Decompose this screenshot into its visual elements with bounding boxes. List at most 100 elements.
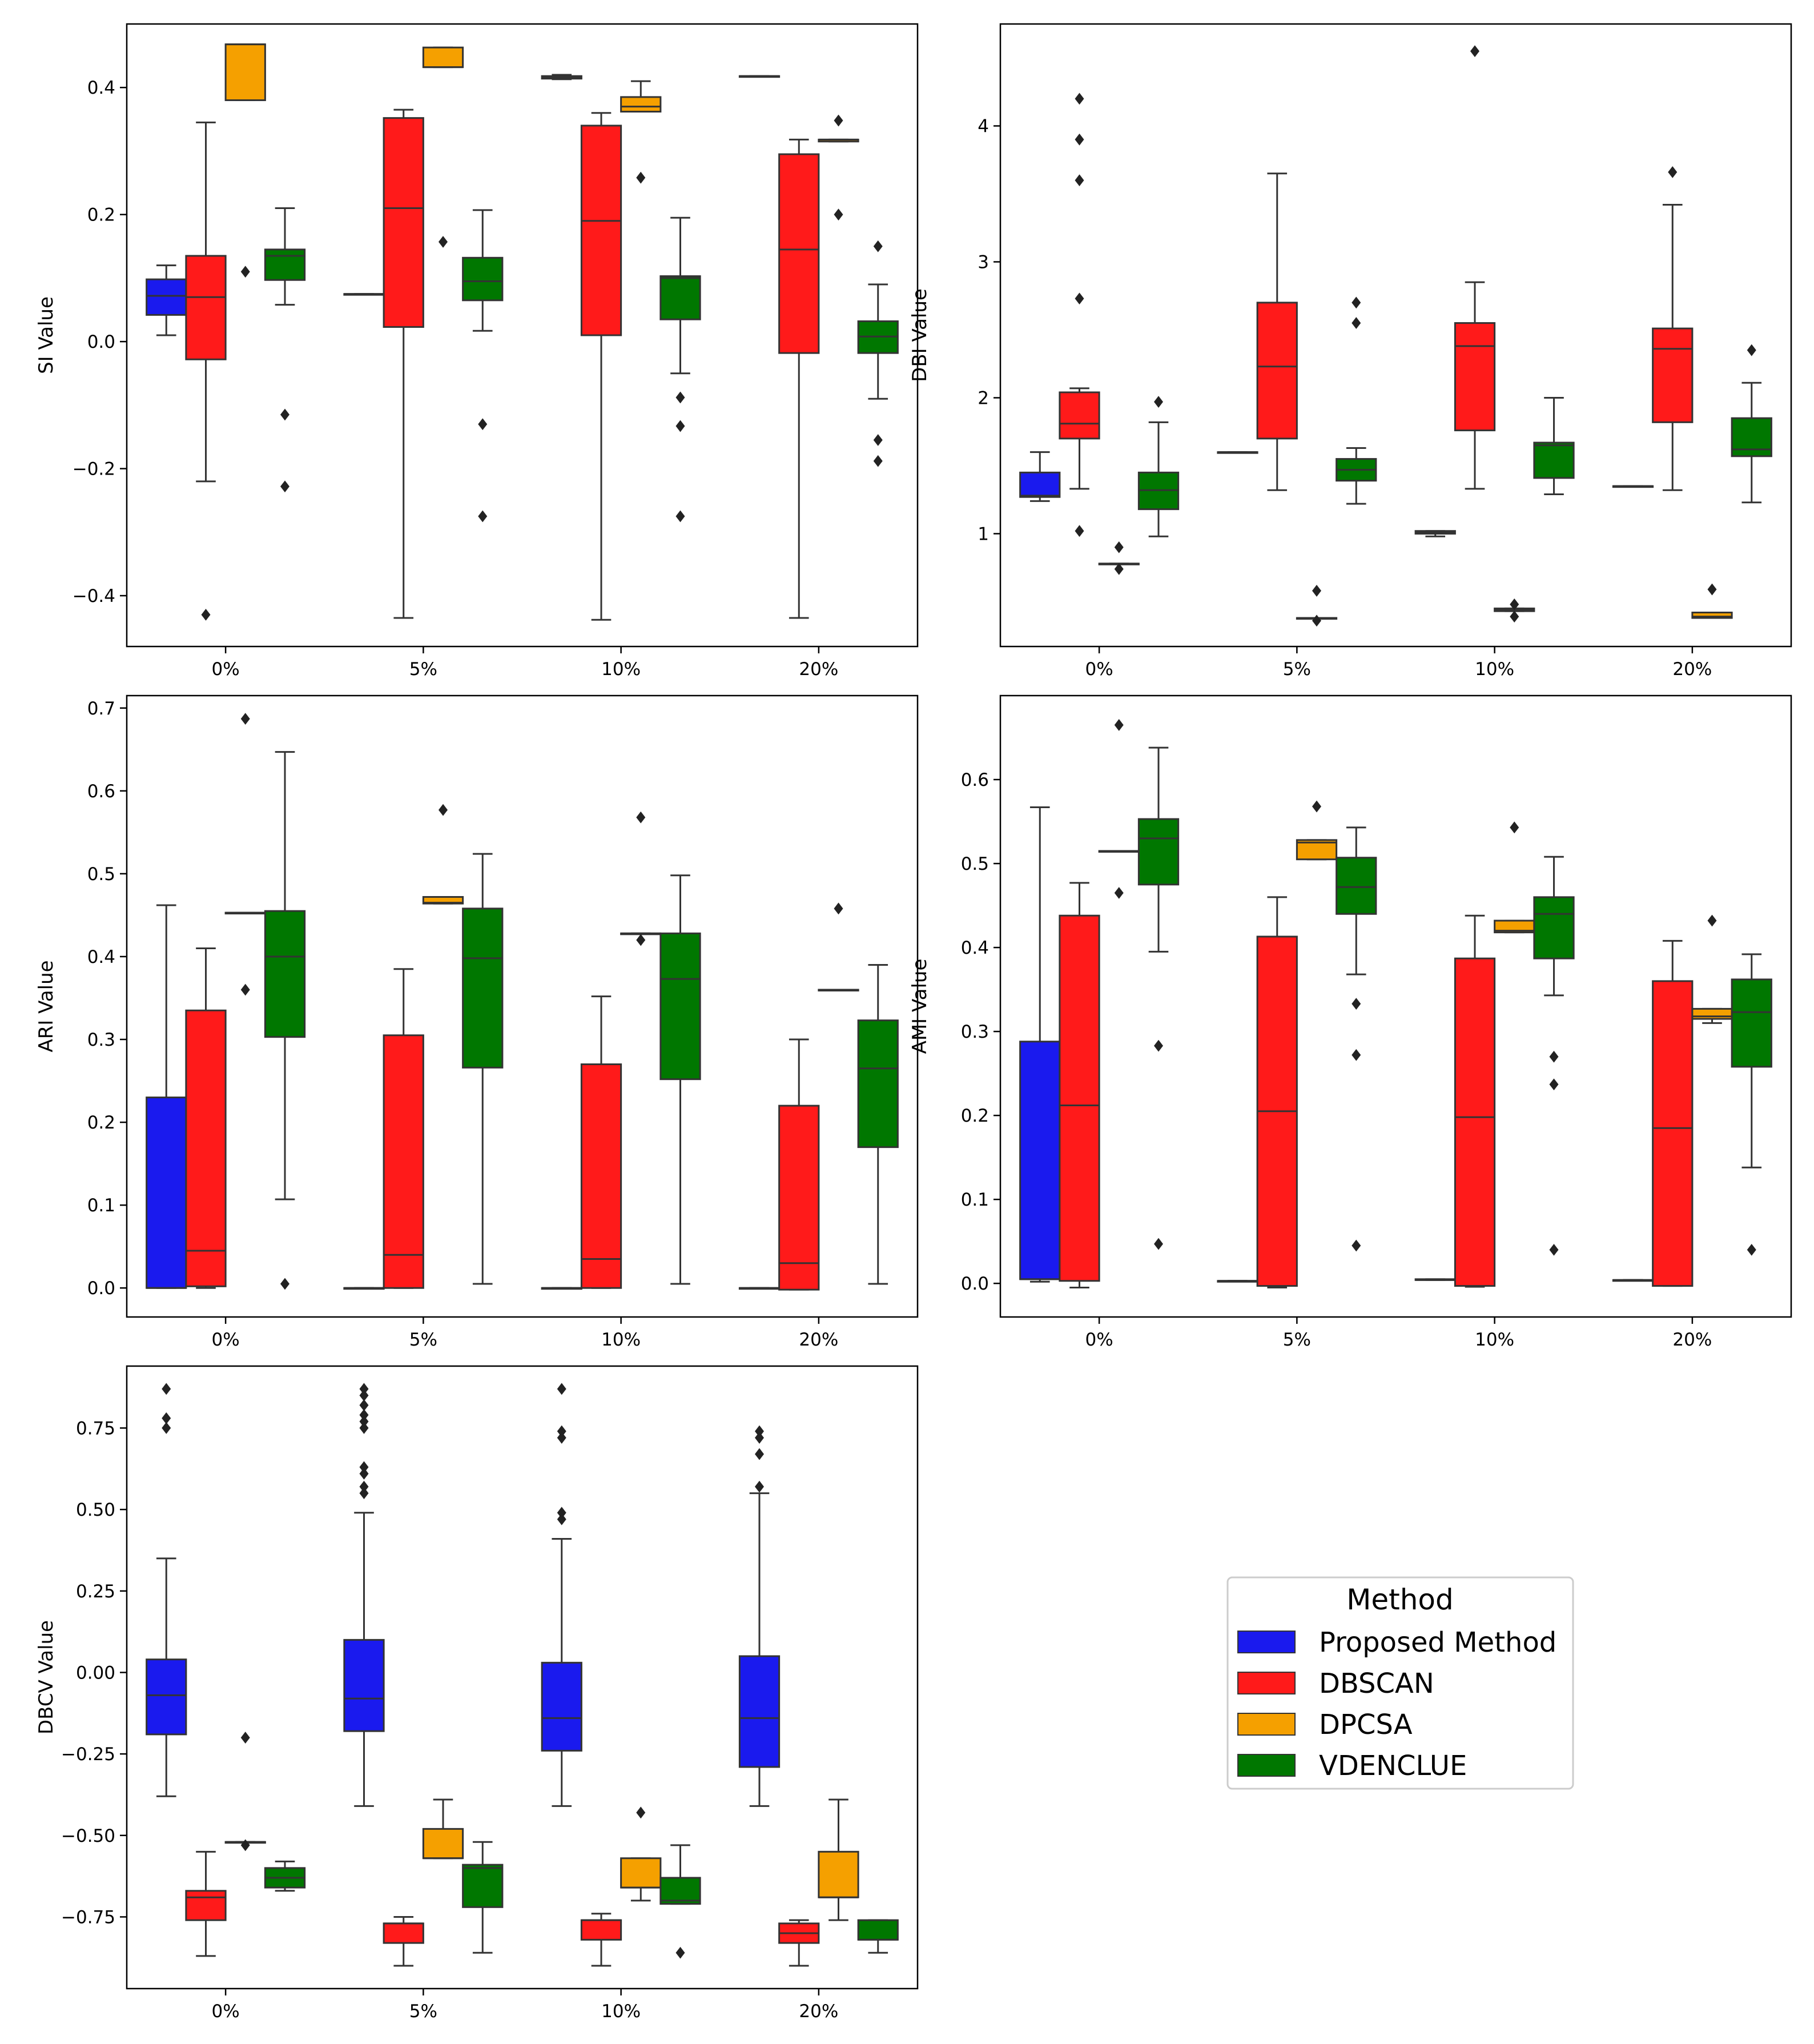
legend-title: Method xyxy=(1346,1583,1454,1616)
dbcv-box-proposed-method-2 xyxy=(541,1383,582,1807)
si-ytick-label: 0.0 xyxy=(87,332,115,352)
ami-xtick-label: 0% xyxy=(1085,1330,1113,1350)
si-box-dbscan-3 xyxy=(778,138,820,619)
dbcv-xtick-label: 20% xyxy=(799,2001,838,2022)
dbi-box-dbscan-1 xyxy=(1256,172,1298,491)
outlier-point xyxy=(1668,166,1678,178)
ari-ylabel: ARI Value xyxy=(35,960,58,1052)
outlier-point xyxy=(1312,615,1321,627)
dbi-axes-frame xyxy=(999,23,1792,648)
dbcv-ytick-label: 0.25 xyxy=(76,1581,115,1602)
ami-box-vdenclue-1 xyxy=(1336,826,1377,1252)
ari-series-proposed-method xyxy=(146,904,781,1290)
box-iqr xyxy=(541,1661,582,1752)
outlier-point xyxy=(1549,1078,1559,1091)
outlier-point xyxy=(162,1422,171,1434)
dbcv-chart: −0.75 −0.50 −0.25 0.00 0.25 0.50 0.75 0% 5% 10% 20… xyxy=(35,1365,919,2022)
dbcv-box-vdenclue-3 xyxy=(857,1919,899,1954)
box-iqr xyxy=(1019,471,1061,498)
dbi-ylabel: DBI Value xyxy=(908,288,931,382)
outlier-point xyxy=(359,1389,369,1402)
ari-xtick-label: 0% xyxy=(212,1330,240,1350)
box-iqr xyxy=(264,248,306,281)
outlier-point xyxy=(162,1412,171,1424)
dbcv-series-proposed-method xyxy=(146,1383,781,1807)
outlier-point xyxy=(873,434,883,446)
outlier-point xyxy=(557,1513,566,1525)
si-box-dpcsa-0 xyxy=(224,43,266,278)
dbi-box-vdenclue-0 xyxy=(1137,396,1180,537)
ari-ytick-label: 0.7 xyxy=(87,698,115,719)
ami-box-proposed-method-2 xyxy=(1414,1278,1456,1281)
outlier-point xyxy=(557,1507,566,1519)
si-ytick-label: 0.2 xyxy=(87,205,115,226)
outlier-point xyxy=(557,1383,566,1395)
outlier-point xyxy=(1470,45,1479,57)
dbcv-ytick-label: −0.75 xyxy=(61,1907,115,1927)
outlier-point xyxy=(1549,1243,1559,1256)
ari-ytick-label: 0.1 xyxy=(87,1195,115,1216)
ami-xtick-label: 5% xyxy=(1283,1330,1311,1350)
dbcv-series-dpcsa xyxy=(224,1732,859,1921)
dbcv-series-vdenclue xyxy=(264,1841,899,1959)
outlier-point xyxy=(1747,1243,1756,1256)
ami-box-dbscan-1 xyxy=(1256,896,1298,1289)
dbi-box-vdenclue-2 xyxy=(1533,396,1575,495)
box-iqr xyxy=(462,256,504,302)
box-iqr xyxy=(1059,391,1100,440)
outlier-point xyxy=(1352,998,1361,1010)
outlier-point xyxy=(636,934,646,946)
box-iqr xyxy=(462,907,504,1069)
dbi-box-dpcsa-3 xyxy=(1691,583,1733,619)
outlier-point xyxy=(359,1415,369,1428)
si-ytick-label: 0.4 xyxy=(87,78,115,98)
box-iqr xyxy=(1691,612,1733,619)
box-iqr xyxy=(620,96,662,113)
box-iqr xyxy=(1652,327,1694,423)
dbi-chart: 1 2 3 4 0% 5% 10% 20% DBI Value xyxy=(908,23,1792,680)
ami-box-dpcsa-1 xyxy=(1296,800,1338,861)
box-iqr xyxy=(1652,980,1694,1287)
box-iqr xyxy=(146,1097,187,1289)
box-iqr xyxy=(383,1922,424,1944)
outlier-point xyxy=(1352,1049,1361,1061)
outlier-point xyxy=(1154,1039,1163,1052)
dbcv-box-dpcsa-3 xyxy=(818,1798,859,1921)
box-iqr xyxy=(462,1864,504,1908)
outlier-point xyxy=(1154,1238,1163,1250)
box-iqr xyxy=(1336,857,1377,915)
ami-box-dpcsa-3 xyxy=(1691,914,1733,1024)
dbi-box-vdenclue-1 xyxy=(1336,296,1377,505)
outlier-point xyxy=(755,1448,764,1460)
outlier-point xyxy=(675,391,685,404)
dbcv-box-dbscan-0 xyxy=(185,1850,227,1957)
dbi-box-dpcsa-1 xyxy=(1296,585,1338,627)
box-iqr xyxy=(857,1919,899,1941)
ari-series-dbscan xyxy=(185,947,820,1291)
ami-box-dpcsa-0 xyxy=(1098,719,1140,899)
box-iqr xyxy=(620,1857,662,1889)
legend-swatch-proposed-method xyxy=(1237,1631,1296,1653)
ari-series-vdenclue xyxy=(264,751,899,1290)
outlier-point xyxy=(240,1839,250,1852)
dbcv-box-vdenclue-0 xyxy=(264,1860,306,1892)
dbi-box-dpcsa-0 xyxy=(1098,541,1140,575)
si-chart: −0.4 −0.2 0.0 0.2 0.4 0% 5% 10% 20% SI Value xyxy=(35,23,919,680)
ari-box-vdenclue-2 xyxy=(659,874,701,1285)
ami-series-vdenclue xyxy=(1137,746,1772,1256)
dbi-ytick-label: 3 xyxy=(978,252,989,272)
ami-box-proposed-method-1 xyxy=(1217,1280,1258,1283)
outlier-point xyxy=(755,1432,764,1444)
ari-box-dbscan-0 xyxy=(185,947,227,1289)
dbcv-box-dbscan-1 xyxy=(383,1916,424,1967)
box-iqr xyxy=(146,278,187,316)
dbi-series-vdenclue xyxy=(1137,296,1772,537)
outlier-point xyxy=(280,408,289,421)
outlier-point xyxy=(359,1422,369,1434)
box-iqr xyxy=(659,1877,701,1905)
dbi-box-proposed-method-1 xyxy=(1217,451,1258,454)
box-iqr xyxy=(343,1639,385,1732)
box-iqr xyxy=(1533,896,1575,959)
ami-box-dbscan-3 xyxy=(1652,939,1694,1287)
box-iqr xyxy=(224,43,266,101)
